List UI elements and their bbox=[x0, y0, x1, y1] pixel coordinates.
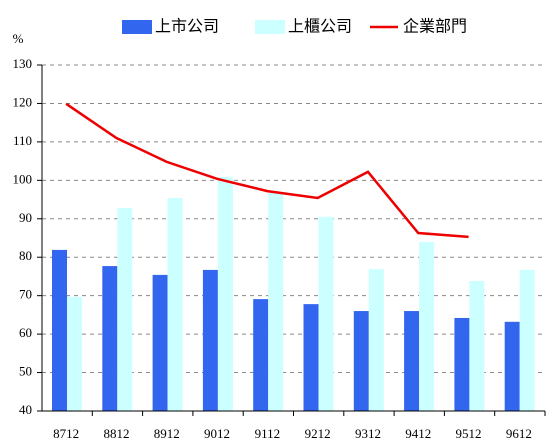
y-tick-label: 70 bbox=[19, 287, 32, 302]
x-tick-label: 9012 bbox=[204, 426, 230, 441]
x-tick-label: 9512 bbox=[456, 426, 482, 441]
bar bbox=[454, 317, 470, 411]
y-tick-label: 60 bbox=[19, 325, 32, 340]
bar bbox=[152, 274, 168, 411]
y-unit: % bbox=[13, 31, 24, 46]
y-tick-label: 100 bbox=[13, 171, 33, 186]
bar bbox=[419, 241, 435, 411]
y-tick-label: 110 bbox=[13, 133, 32, 148]
legend-swatch bbox=[122, 20, 152, 34]
bar bbox=[368, 269, 384, 411]
bar bbox=[202, 269, 218, 411]
bar bbox=[404, 311, 420, 411]
bar bbox=[117, 208, 133, 411]
bar bbox=[519, 269, 535, 411]
y-tick-label: 90 bbox=[19, 210, 32, 225]
bar bbox=[217, 176, 233, 411]
bar bbox=[504, 321, 520, 411]
bar bbox=[52, 249, 67, 411]
x-tick-label: 9612 bbox=[506, 426, 532, 441]
y-tick-label: 120 bbox=[13, 94, 33, 109]
y-tick-label: 80 bbox=[19, 248, 32, 263]
bar bbox=[353, 311, 369, 411]
bar bbox=[167, 198, 183, 411]
y-tick-label: 130 bbox=[13, 56, 33, 71]
x-tick-label: 8712 bbox=[53, 426, 79, 441]
legend-label: 上櫃公司 bbox=[288, 17, 352, 36]
bar bbox=[268, 193, 284, 411]
y-tick-label: 50 bbox=[19, 364, 32, 379]
x-tick-label: 9212 bbox=[305, 426, 331, 441]
legend-label: 上市公司 bbox=[155, 17, 219, 36]
legend-swatch bbox=[255, 20, 285, 34]
x-tick-label: 8812 bbox=[103, 426, 129, 441]
line-series bbox=[65, 102, 469, 239]
legend-label: 企業部門 bbox=[403, 17, 467, 36]
bar bbox=[67, 296, 82, 411]
x-tick-label: 9412 bbox=[405, 426, 431, 441]
x-tick-label: 9112 bbox=[255, 426, 281, 441]
bar bbox=[303, 304, 319, 411]
bar bbox=[253, 299, 269, 411]
bar bbox=[469, 281, 485, 411]
bar bbox=[318, 216, 334, 411]
x-tick-label: 8912 bbox=[154, 426, 180, 441]
legend: 上市公司 上櫃公司 企業部門 bbox=[122, 17, 467, 36]
bar bbox=[102, 266, 118, 411]
x-tick-label: 9312 bbox=[355, 426, 381, 441]
y-tick-label: 40 bbox=[19, 402, 32, 417]
